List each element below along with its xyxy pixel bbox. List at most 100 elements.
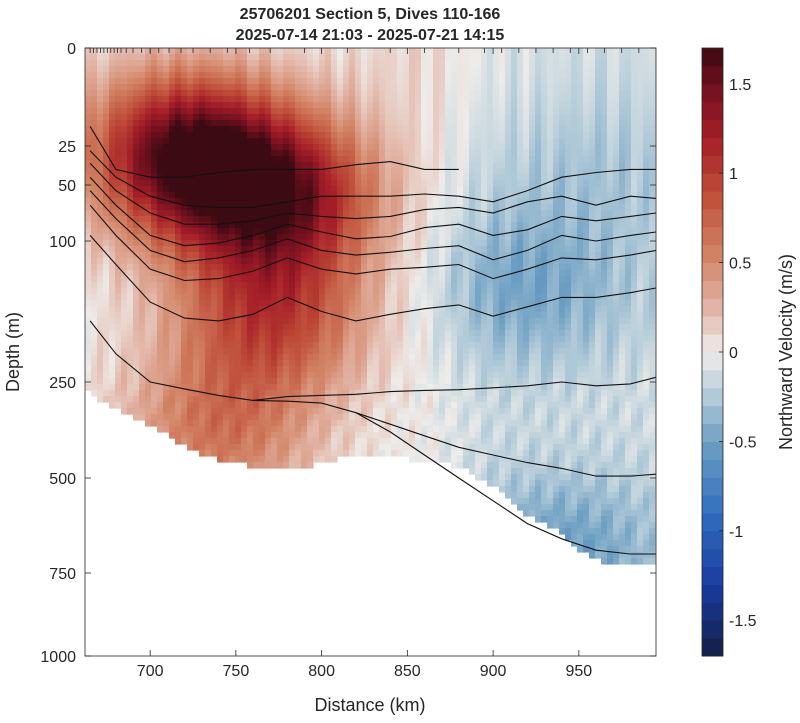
velocity-cell — [205, 414, 212, 421]
velocity-cell — [313, 258, 320, 265]
velocity-cell — [361, 444, 368, 451]
velocity-cell — [403, 360, 410, 367]
velocity-cell — [517, 132, 524, 139]
velocity-cell — [433, 396, 440, 403]
velocity-cell — [379, 420, 386, 427]
velocity-cell — [121, 276, 128, 283]
velocity-cell — [361, 162, 368, 169]
velocity-cell — [451, 186, 458, 193]
velocity-cell — [145, 402, 152, 409]
velocity-cell — [145, 132, 152, 139]
velocity-cell — [175, 198, 182, 205]
velocity-cell — [517, 408, 524, 415]
velocity-cell — [397, 108, 404, 115]
velocity-cell — [403, 402, 410, 409]
velocity-cell — [109, 132, 116, 139]
velocity-cell — [127, 102, 134, 109]
velocity-cell — [361, 156, 368, 163]
velocity-cell — [373, 324, 380, 331]
velocity-cell — [313, 84, 320, 91]
velocity-cell — [301, 234, 308, 241]
velocity-cell — [205, 204, 212, 211]
velocity-cell — [175, 402, 182, 409]
velocity-cell — [127, 78, 134, 85]
velocity-cell — [523, 102, 530, 109]
velocity-cell — [379, 180, 386, 187]
velocity-cell — [181, 210, 188, 217]
velocity-cell — [187, 396, 194, 403]
velocity-cell — [511, 186, 518, 193]
velocity-cell — [217, 432, 224, 439]
velocity-cell — [325, 282, 332, 289]
velocity-cell — [253, 90, 260, 97]
velocity-cell — [211, 54, 218, 61]
velocity-cell — [487, 270, 494, 277]
velocity-cell — [109, 384, 116, 391]
velocity-cell — [175, 234, 182, 241]
velocity-cell — [343, 426, 350, 433]
velocity-cell — [121, 84, 128, 91]
velocity-cell — [451, 240, 458, 247]
velocity-cell — [409, 198, 416, 205]
velocity-cell — [241, 78, 248, 85]
velocity-cell — [163, 222, 170, 229]
velocity-cell — [301, 450, 308, 457]
velocity-cell — [349, 390, 356, 397]
velocity-cell — [103, 186, 110, 193]
velocity-cell — [421, 306, 428, 313]
velocity-cell — [421, 90, 428, 97]
velocity-cell — [391, 102, 398, 109]
velocity-cell — [427, 234, 434, 241]
velocity-field — [85, 48, 656, 565]
velocity-cell — [265, 438, 272, 445]
velocity-cell — [403, 180, 410, 187]
velocity-cell — [193, 324, 200, 331]
velocity-cell — [433, 48, 440, 55]
velocity-cell — [325, 198, 332, 205]
velocity-cell — [367, 180, 374, 187]
velocity-cell — [391, 270, 398, 277]
velocity-cell — [211, 144, 218, 151]
velocity-cell — [283, 402, 290, 409]
velocity-cell — [511, 282, 518, 289]
velocity-cell — [445, 156, 452, 163]
velocity-cell — [295, 288, 302, 295]
velocity-cell — [409, 312, 416, 319]
velocity-cell — [133, 162, 140, 169]
velocity-cell — [463, 222, 470, 229]
velocity-cell — [247, 168, 254, 175]
velocity-cell — [367, 102, 374, 109]
velocity-cell — [421, 54, 428, 61]
velocity-cell — [241, 228, 248, 235]
velocity-cell — [421, 456, 428, 463]
velocity-cell — [121, 402, 128, 409]
velocity-cell — [133, 186, 140, 193]
velocity-cell — [193, 78, 200, 85]
velocity-cell — [517, 396, 524, 403]
velocity-cell — [511, 468, 518, 475]
velocity-cell — [337, 222, 344, 229]
velocity-cell — [301, 414, 308, 421]
velocity-cell — [325, 240, 332, 247]
velocity-cell — [349, 138, 356, 145]
velocity-cell — [295, 378, 302, 385]
velocity-cell — [457, 450, 464, 457]
velocity-cell — [277, 162, 284, 169]
velocity-cell — [337, 102, 344, 109]
velocity-cell — [235, 318, 242, 325]
velocity-cell — [481, 66, 488, 73]
velocity-cell — [307, 138, 314, 145]
velocity-cell — [151, 192, 158, 199]
velocity-cell — [289, 150, 296, 157]
velocity-cell — [469, 198, 476, 205]
velocity-cell — [151, 198, 158, 205]
velocity-cell — [451, 348, 458, 355]
velocity-cell — [355, 222, 362, 229]
velocity-cell — [325, 258, 332, 265]
velocity-cell — [247, 378, 254, 385]
velocity-cell — [391, 66, 398, 73]
velocity-cell — [307, 318, 314, 325]
velocity-cell — [391, 306, 398, 313]
velocity-cell — [475, 180, 482, 187]
velocity-cell — [517, 360, 524, 367]
